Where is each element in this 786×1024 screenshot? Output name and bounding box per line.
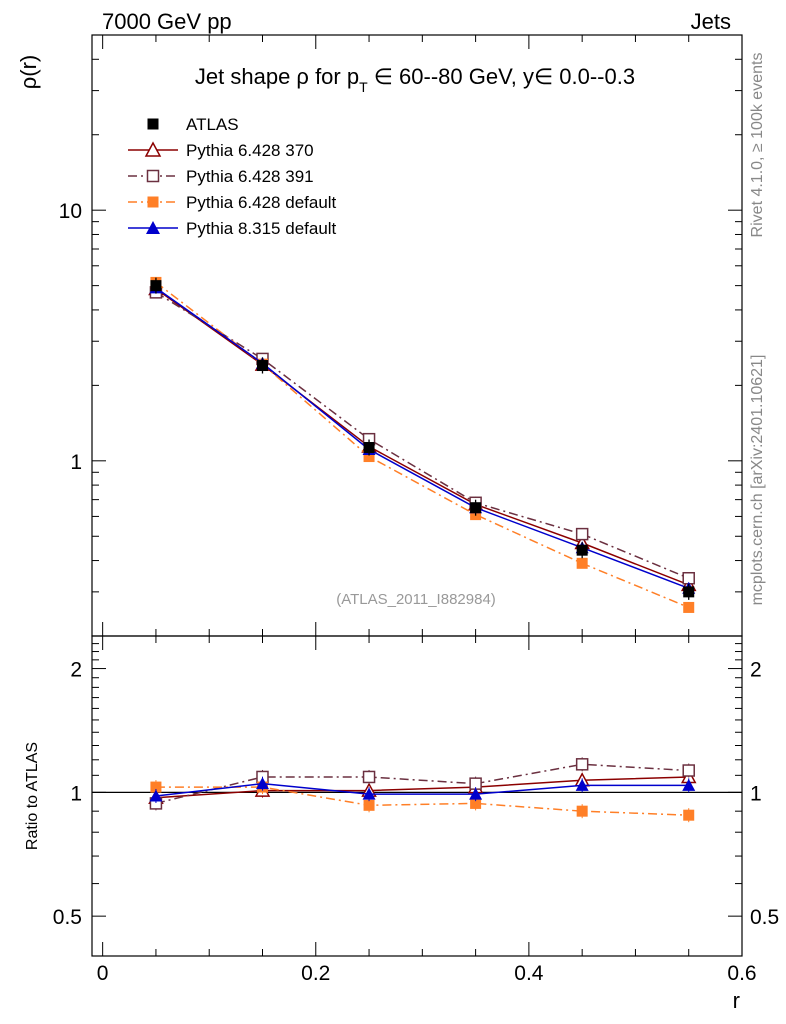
series-pythia-6-428-391 <box>149 286 695 585</box>
legend-label: Pythia 6.428 391 <box>186 167 314 186</box>
data-point <box>363 451 375 463</box>
ratio-y-axis-label: Ratio to ATLAS <box>24 742 41 850</box>
labels: 7000 GeV pp Jets Jet shape ρ for pT ∈ 60--… <box>16 9 766 1013</box>
x-tick-label: 0.2 <box>301 962 330 985</box>
ratio-y-tick-label: 2 <box>70 659 82 682</box>
ratio-y-tick-label: 0.5 <box>53 906 82 929</box>
ratio-y-tick-label-right: 1 <box>750 782 762 805</box>
mcplots-label: mcplots.cern.ch [arXiv:2401.10621] <box>749 355 766 606</box>
legend-label: Pythia 6.428 370 <box>186 141 314 160</box>
x-axis-label: r <box>733 988 740 1013</box>
ratio-line-pythia-8-315-default <box>155 782 689 797</box>
data-point <box>576 544 588 556</box>
ratio-plot-frame <box>91 635 743 957</box>
legend-label: Pythia 8.315 default <box>186 219 337 238</box>
data-point <box>575 527 589 541</box>
data-point <box>150 280 162 292</box>
ratio-data-point <box>362 787 376 800</box>
ratio-data-point <box>575 778 589 791</box>
ratio-data-point <box>469 787 483 800</box>
ratio-y-tick-label-right: 0.5 <box>750 906 779 929</box>
ratio-series-pythia-8-315-default <box>149 776 696 803</box>
legend-entry: ATLAS <box>147 115 239 134</box>
ratio-data-point <box>576 805 588 817</box>
header-right: Jets <box>691 9 731 34</box>
legend-entry: Pythia 8.315 default <box>128 219 337 238</box>
rivet-label: Rivet 4.1.0, ≥ 100k events <box>749 53 766 238</box>
data-point <box>256 360 268 372</box>
y-tick-label: 10 <box>59 200 82 223</box>
analysis-annotation: (ATLAS_2011_I882984) <box>336 591 496 608</box>
x-tick-label: 0.4 <box>514 962 544 985</box>
ratio-data-point <box>255 777 269 790</box>
header-left: 7000 GeV pp <box>102 9 232 34</box>
ratio-data-point <box>682 764 695 777</box>
legend-entry: Pythia 6.428 default <box>128 193 337 212</box>
data-point <box>683 601 695 613</box>
ratio-data-point <box>363 799 375 811</box>
ratio-series-pythia-6-428-default <box>150 780 695 823</box>
data-point <box>683 586 695 598</box>
main-panel: 1 10 <box>59 34 743 637</box>
ratio-data-point <box>575 758 589 771</box>
data-point <box>363 442 375 454</box>
title-main: Jet shape ρ for p <box>195 64 359 89</box>
ratio-panel: 0.5 0.5 1 1 2 2 0 0.2 0.4 0.6 <box>53 35 779 985</box>
ratio-series-pythia-6-428-391 <box>149 757 695 811</box>
ratio-data-point <box>682 778 696 791</box>
ratio-data-point <box>683 809 695 821</box>
series-line-pythia-6-428-391 <box>155 291 690 579</box>
legend-marker <box>147 118 159 130</box>
title-subscript: T <box>359 79 368 95</box>
legend-entry: Pythia 6.428 391 <box>128 167 314 186</box>
legend-marker <box>146 221 160 234</box>
data-point <box>470 502 482 514</box>
ratio-data-point <box>150 781 162 793</box>
x-tick-label: 0 <box>97 962 109 985</box>
series-line-pythia-6-428-default <box>155 281 690 609</box>
ratio-line-pythia-6-428-391 <box>155 763 689 805</box>
legend-entry: Pythia 6.428 370 <box>128 141 314 160</box>
y-tick-label: 1 <box>70 451 82 474</box>
series-line-pythia-6-428-370 <box>155 288 689 586</box>
series-atlas <box>150 277 695 600</box>
series-pythia-6-428-370 <box>148 280 697 592</box>
ratio-y-tick-label: 1 <box>70 782 82 805</box>
legend: ATLAS Pythia 6.428 370 Pythia 6.428 391 Pyt… <box>128 115 337 238</box>
series-line-pythia-8-315-default <box>155 287 689 589</box>
title-rest: ∈ 60--80 GeV, y∈ 0.0--0.3 <box>368 64 635 89</box>
legend-label: Pythia 6.428 default <box>186 193 337 212</box>
data-point <box>576 557 588 569</box>
ratio-data-point <box>470 797 482 809</box>
legend-marker <box>147 196 159 208</box>
y-axis-label: ρ(r) <box>16 55 41 90</box>
ratio-data-point <box>149 789 163 802</box>
chart-title: Jet shape ρ for pT ∈ 60--80 GeV, y∈ 0.0-… <box>195 64 635 95</box>
legend-marker <box>146 169 160 183</box>
series-pythia-6-428-default <box>150 276 695 613</box>
ratio-line-pythia-6-428-default <box>155 786 689 816</box>
legend-marker <box>144 141 162 157</box>
ratio-data-point <box>362 770 376 784</box>
x-tick-label: 0.6 <box>727 962 756 985</box>
ratio-line-pythia-6-428-370 <box>155 776 689 799</box>
ratio-y-tick-label-right: 2 <box>750 659 762 682</box>
legend-label: ATLAS <box>186 115 239 134</box>
